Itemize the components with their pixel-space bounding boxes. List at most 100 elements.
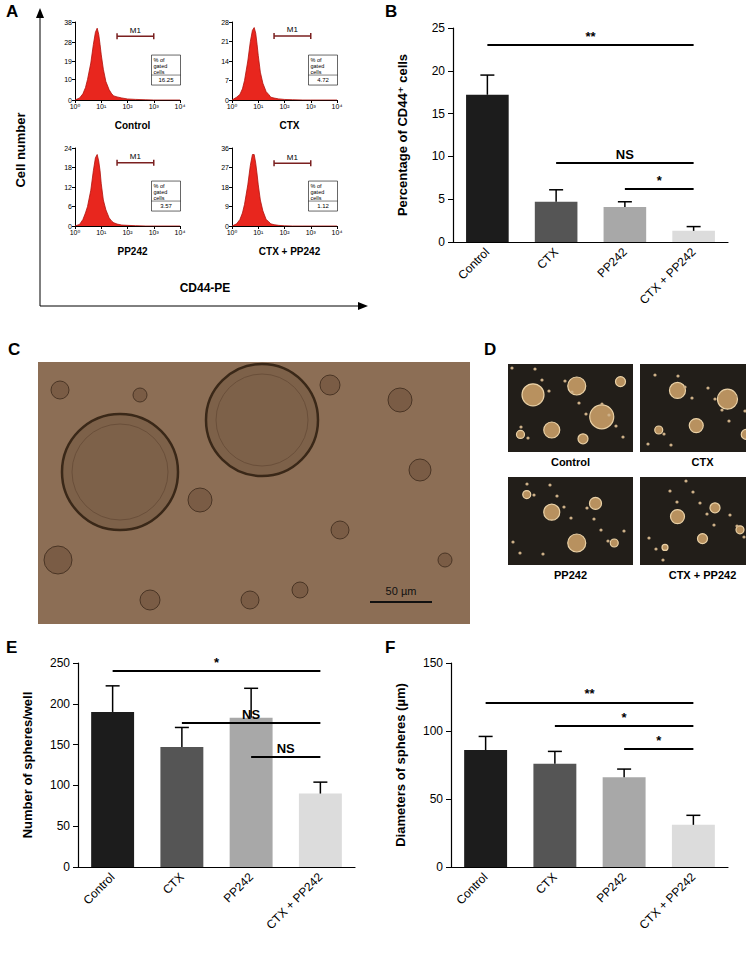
svg-text:0: 0 — [438, 235, 445, 249]
svg-text:M1: M1 — [130, 26, 142, 35]
svg-text:10⁴: 10⁴ — [332, 229, 343, 236]
svg-text:CTX: CTX — [160, 870, 187, 897]
svg-text:cells: cells — [154, 195, 165, 201]
svg-text:10³: 10³ — [149, 103, 160, 110]
svg-text:7: 7 — [225, 77, 229, 84]
svg-text:18: 18 — [221, 184, 229, 191]
svg-text:50 µm: 50 µm — [386, 585, 417, 597]
svg-text:**: ** — [584, 686, 595, 701]
svg-text:10⁰: 10⁰ — [227, 103, 238, 110]
svg-text:25: 25 — [432, 21, 446, 35]
svg-text:NS: NS — [277, 741, 295, 756]
svg-text:12: 12 — [64, 184, 72, 191]
svg-text:NS: NS — [242, 707, 260, 722]
svg-text:10¹: 10¹ — [253, 103, 264, 110]
svg-text:Control: Control — [455, 245, 492, 282]
svg-text:*: * — [214, 655, 220, 670]
svg-text:CTX + PP242: CTX + PP242 — [263, 870, 325, 932]
svg-text:Percentage of CD44⁺ cells: Percentage of CD44⁺ cells — [395, 54, 410, 216]
svg-text:10⁴: 10⁴ — [175, 229, 186, 236]
svg-text:Number of spheres/well: Number of spheres/well — [20, 692, 35, 839]
svg-text:Control: Control — [551, 456, 590, 468]
svg-text:CTX + PP242: CTX + PP242 — [259, 246, 321, 257]
svg-text:6: 6 — [68, 203, 72, 210]
svg-text:250: 250 — [50, 656, 70, 670]
svg-text:10⁰: 10⁰ — [70, 229, 81, 236]
svg-text:0: 0 — [63, 860, 70, 874]
svg-text:24: 24 — [64, 145, 72, 152]
svg-text:PP242: PP242 — [594, 870, 630, 906]
svg-text:10: 10 — [64, 76, 72, 83]
svg-text:10¹: 10¹ — [96, 229, 107, 236]
svg-text:cells: cells — [311, 69, 322, 75]
svg-text:**: ** — [585, 29, 596, 44]
svg-text:100: 100 — [423, 724, 443, 738]
svg-text:Control: Control — [80, 870, 117, 907]
svg-text:M1: M1 — [287, 25, 299, 34]
svg-text:CTX + PP242: CTX + PP242 — [636, 870, 698, 932]
svg-text:18: 18 — [64, 164, 72, 171]
svg-text:CTX: CTX — [692, 456, 715, 468]
svg-text:M1: M1 — [287, 153, 299, 162]
svg-text:200: 200 — [50, 697, 70, 711]
html-text:A: A — [6, 2, 19, 21]
svg-text:36: 36 — [221, 145, 229, 152]
svg-text:CTX: CTX — [534, 245, 561, 272]
svg-text:20: 20 — [432, 64, 446, 78]
svg-text:0: 0 — [436, 860, 443, 874]
svg-text:10²: 10² — [279, 229, 290, 236]
svg-text:PP242: PP242 — [117, 246, 147, 257]
svg-text:28: 28 — [221, 19, 229, 26]
svg-text:28: 28 — [64, 39, 72, 46]
svg-text:150: 150 — [50, 738, 70, 752]
svg-text:38: 38 — [64, 19, 72, 26]
svg-text:cells: cells — [154, 69, 165, 75]
svg-text:Diameters of spheres (µm): Diameters of spheres (µm) — [393, 683, 408, 847]
svg-text:10⁰: 10⁰ — [227, 229, 238, 236]
svg-text:27: 27 — [221, 164, 229, 171]
svg-text:10³: 10³ — [149, 229, 160, 236]
svg-text:16.25: 16.25 — [158, 77, 174, 83]
svg-text:10⁴: 10⁴ — [175, 103, 186, 110]
svg-text:PP242: PP242 — [594, 245, 630, 281]
svg-text:CTX + PP242: CTX + PP242 — [669, 569, 737, 581]
svg-text:1.12: 1.12 — [317, 203, 329, 209]
svg-text:50: 50 — [430, 792, 444, 806]
svg-text:150: 150 — [423, 656, 443, 670]
svg-text:9: 9 — [225, 203, 229, 210]
svg-text:NS: NS — [616, 147, 634, 162]
svg-text:10³: 10³ — [306, 229, 317, 236]
svg-text:PP242: PP242 — [554, 569, 587, 581]
svg-text:*: * — [622, 710, 628, 725]
svg-text:10⁰: 10⁰ — [70, 103, 81, 110]
svg-text:10: 10 — [432, 149, 446, 163]
svg-text:5: 5 — [438, 192, 445, 206]
svg-text:*: * — [656, 733, 662, 748]
svg-text:Control: Control — [115, 120, 151, 131]
svg-text:CTX + PP242: CTX + PP242 — [637, 245, 699, 307]
svg-text:10¹: 10¹ — [253, 229, 264, 236]
svg-text:4.72: 4.72 — [317, 77, 329, 83]
svg-text:CTX: CTX — [280, 120, 300, 131]
svg-text:100: 100 — [50, 778, 70, 792]
svg-text:10²: 10² — [279, 103, 290, 110]
svg-text:cells: cells — [311, 195, 322, 201]
svg-text:3.57: 3.57 — [160, 203, 172, 209]
svg-text:*: * — [657, 173, 663, 188]
svg-text:10³: 10³ — [306, 103, 317, 110]
svg-text:21: 21 — [221, 38, 229, 45]
svg-text:10¹: 10¹ — [96, 103, 107, 110]
svg-text:M1: M1 — [130, 152, 142, 161]
svg-text:10²: 10² — [122, 103, 133, 110]
svg-text:50: 50 — [57, 819, 71, 833]
svg-text:CTX: CTX — [533, 870, 560, 897]
svg-text:PP242: PP242 — [221, 870, 257, 906]
svg-text:14: 14 — [221, 58, 229, 65]
svg-text:10⁴: 10⁴ — [332, 103, 343, 110]
svg-text:10²: 10² — [122, 229, 133, 236]
svg-text:19: 19 — [64, 58, 72, 65]
svg-text:Cell number: Cell number — [13, 112, 28, 187]
svg-text:Control: Control — [453, 870, 490, 907]
svg-text:CD44-PE: CD44-PE — [180, 281, 231, 295]
svg-text:15: 15 — [432, 107, 446, 121]
